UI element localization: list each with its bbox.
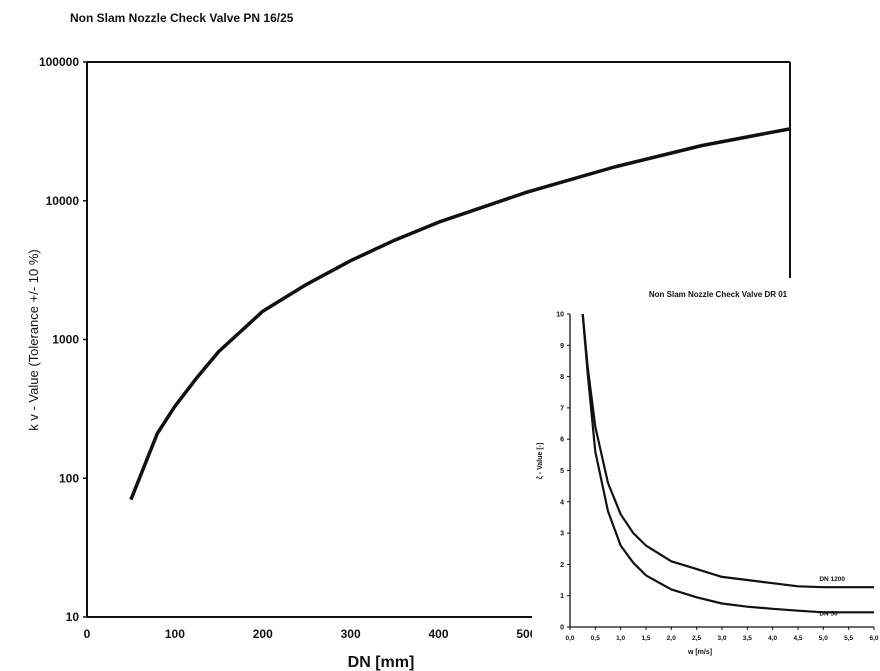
inset-x-tick-label: 0,0 — [565, 635, 574, 642]
inset-x-tick-label: 1,0 — [616, 635, 625, 642]
inset-series-line — [581, 313, 874, 614]
inset-y-tick-label: 2 — [560, 562, 564, 569]
inset-y-tick-label: 5 — [560, 468, 564, 475]
inset-y-tick-label: 6 — [560, 437, 564, 444]
main-x-tick-label: 200 — [253, 627, 273, 641]
inset-x-tick-label: 5,5 — [844, 635, 853, 642]
inset-series-group — [581, 313, 874, 614]
main-series-line — [129, 127, 790, 501]
inset-x-tick-label: 2,5 — [692, 635, 701, 642]
inset-x-tick-label: 0,5 — [591, 635, 600, 642]
main-y-axis: 10 100 1000 10000 100000 — [39, 55, 87, 624]
inset-x-tick-label: 4,0 — [768, 635, 777, 642]
inset-series-labels: DN 1200 DN 50 — [819, 576, 845, 617]
inset-chart-title: Non Slam Nozzle Check Valve DR 01 — [649, 290, 788, 299]
inset-x-tick-label: 5,0 — [819, 635, 828, 642]
main-y-tick-label: 100000 — [39, 55, 79, 69]
main-y-axis-label: k v - Value (Tolerance +/- 10 %) — [26, 249, 41, 430]
inset-series-label: DN 1200 — [819, 576, 845, 583]
inset-y-tick-label: 3 — [560, 531, 564, 538]
inset-x-tick-label: 3,0 — [717, 635, 726, 642]
inset-x-tick-label: 3,5 — [743, 635, 752, 642]
main-x-tick-label: 300 — [341, 627, 361, 641]
main-y-tick-label: 100 — [59, 471, 79, 485]
main-x-tick-label: 400 — [428, 627, 448, 641]
inset-x-axis-label: w [m/s] — [687, 649, 712, 656]
inset-x-tick-label: 2,0 — [667, 635, 676, 642]
main-x-tick-label: 0 — [84, 627, 91, 641]
main-chart-title: Non Slam Nozzle Check Valve PN 16/25 — [70, 11, 294, 25]
main-x-tick-label: 500 — [516, 627, 536, 641]
inset-x-tick-label: 6,0 — [869, 635, 878, 642]
inset-y-tick-label: 0 — [560, 625, 564, 632]
inset-y-tick-label: 1 — [560, 593, 564, 600]
main-y-tick-label: 10 — [66, 610, 80, 624]
inset-chart: Non Slam Nozzle Check Valve DR 01 0 1 2 3 4 5… — [532, 278, 880, 671]
inset-y-tick-label: 10 — [556, 312, 564, 319]
inset-series-line — [581, 313, 874, 589]
inset-y-axis-label: ζ - Value [-] — [537, 443, 544, 480]
main-y-tick-label: 1000 — [52, 333, 79, 347]
inset-x-axis: 0,0 0,5 1,0 1,5 2,0 2,5 3,0 3,5 4,0 4,5 5,0 5,5 6,0 — [565, 627, 879, 642]
inset-y-tick-label: 4 — [560, 499, 564, 506]
main-chart: Non Slam Nozzle Check Valve PN 16/25 101… — [26, 11, 791, 671]
main-x-axis-label: DN [mm] — [348, 654, 415, 671]
inset-y-axis: 0 1 2 3 4 5 6 7 8 9 10 — [556, 312, 570, 632]
main-y-tick-label: 10000 — [46, 194, 80, 208]
inset-x-tick-label: 1,5 — [641, 635, 650, 642]
inset-y-tick-label: 7 — [560, 405, 564, 412]
inset-y-tick-label: 8 — [560, 374, 564, 381]
inset-x-tick-label: 4,5 — [793, 635, 802, 642]
inset-y-tick-label: 9 — [560, 343, 564, 350]
main-x-tick-label: 100 — [165, 627, 185, 641]
inset-background — [532, 278, 880, 671]
inset-series-label: DN 50 — [819, 610, 838, 617]
main-series-group — [129, 127, 790, 501]
